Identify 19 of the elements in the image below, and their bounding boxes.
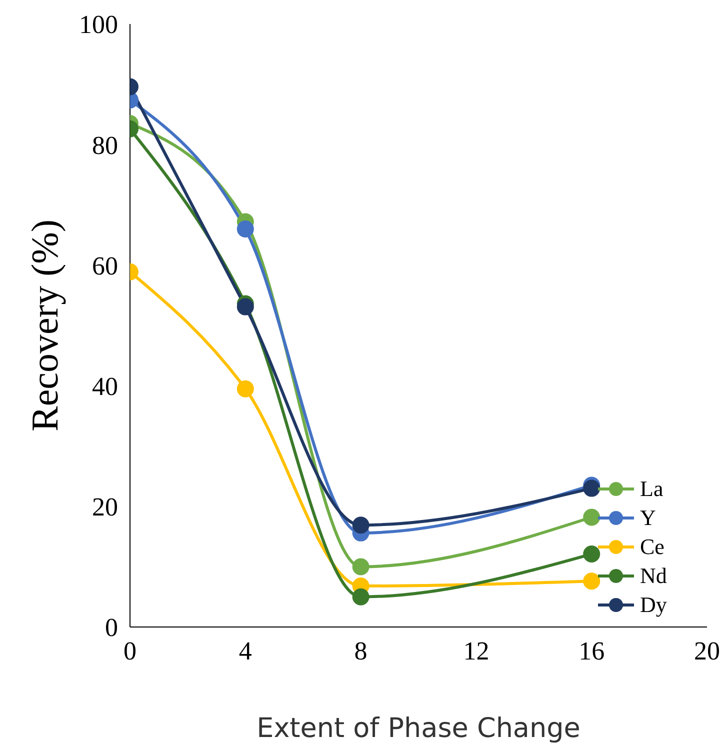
x-tick-label: 16 — [578, 636, 605, 666]
x-tick-label: 4 — [238, 636, 252, 666]
x-tick-label: 8 — [354, 636, 368, 666]
y-tick-label: 40 — [92, 372, 118, 402]
x-tick-label: 0 — [124, 636, 136, 666]
legend-label: Y — [640, 504, 656, 530]
y-tick-label: 100 — [79, 10, 118, 40]
x-tick-label: 20 — [694, 636, 720, 666]
legend-label: Ce — [640, 534, 664, 560]
y-axis-title: Recovery (%) — [24, 219, 66, 432]
y-tick-label: 80 — [92, 130, 118, 160]
legend-label: La — [640, 476, 664, 502]
y-tick-label: 0 — [105, 613, 118, 642]
legend-label: Dy — [640, 592, 667, 618]
y-tick-label: 20 — [92, 492, 118, 522]
x-axis-title: Extent of Phase Change — [256, 713, 580, 744]
legend-label: Nd — [640, 562, 667, 588]
x-tick-label: 12 — [463, 636, 490, 666]
y-tick-label: 60 — [92, 251, 118, 280]
